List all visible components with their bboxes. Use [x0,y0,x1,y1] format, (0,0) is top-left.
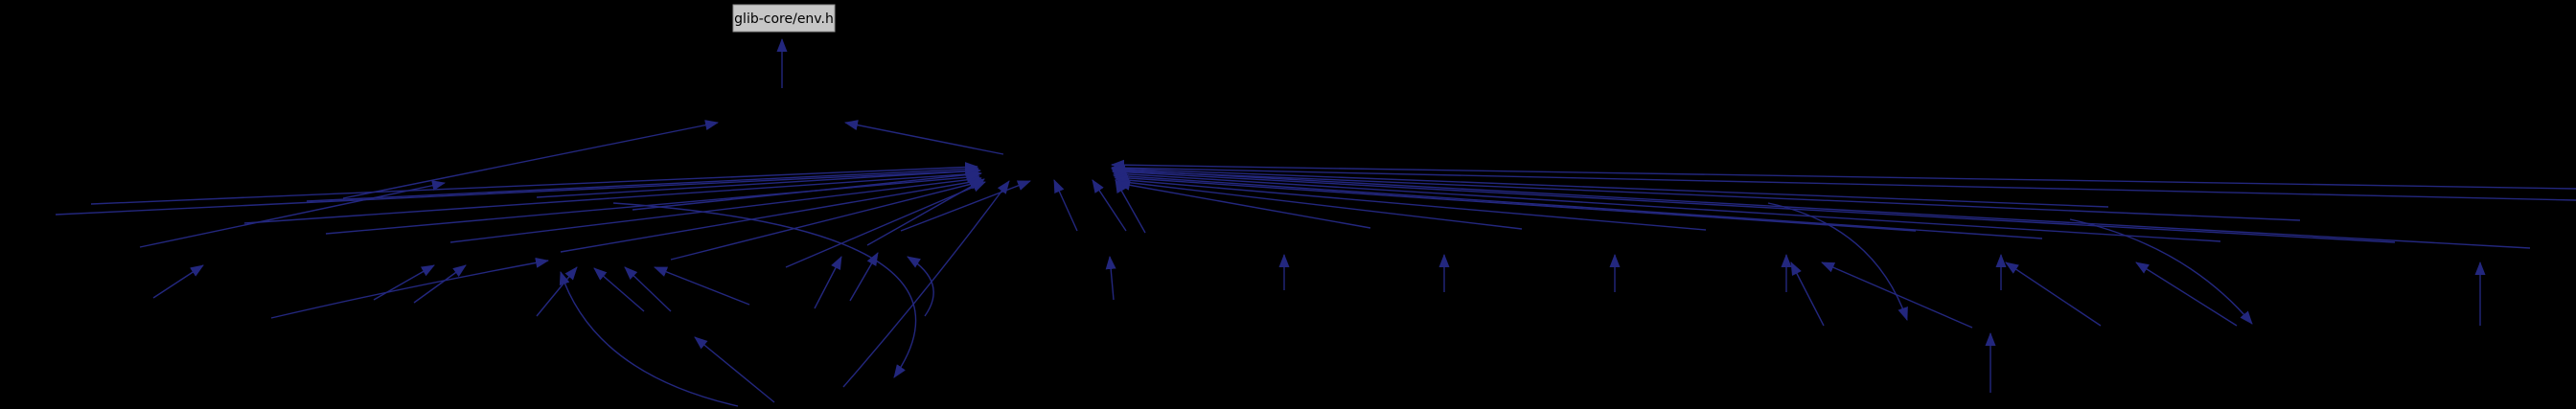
include-edge [325,171,980,235]
root-node-label: glib-core/env.h [734,11,834,27]
edge-layer [55,38,2576,407]
include-edge [1113,170,2043,239]
include-edge [559,271,739,407]
include-edge [2069,218,2253,325]
include-edge [90,162,978,205]
include-edge [654,266,750,306]
root-node[interactable]: glib-core/env.h [732,4,836,33]
include-edge [1111,159,2576,190]
include-edge [152,264,204,299]
include-edge [2135,261,2238,327]
include-edge [1111,164,2109,208]
include-edge [624,266,672,312]
include-edge [139,180,446,248]
include-edge [449,174,982,243]
include-edge [900,180,1031,232]
include-edge [785,181,986,268]
include-edge [342,120,719,199]
include-edge [1790,261,1825,327]
include-edge [814,256,842,309]
include-edge [1116,177,1523,230]
include-edge [1114,172,1917,232]
include-edge [694,336,775,403]
include-edge [55,166,978,216]
include-edge [844,120,1004,155]
include-edge [1111,162,2576,201]
include-edge [1115,174,1707,231]
include-edge [670,178,984,261]
include-edge [306,164,979,202]
include-edge [593,267,645,312]
include-edge [849,252,879,302]
include-edge [536,166,981,198]
include-edge [1113,169,2221,242]
include-edge [632,169,982,211]
include-edge [842,180,1010,388]
include-edge [866,178,985,246]
include-edge [536,266,578,317]
include-edge [1053,179,1078,232]
include-edge [907,256,934,317]
include-edge [1105,256,1116,301]
include-edge [1112,165,2531,249]
include-edge [243,169,979,224]
include-edge [1767,202,1908,321]
root-node-box[interactable] [732,4,836,33]
include-edge [413,264,467,304]
include-edge [1092,179,1127,232]
include-edge [270,257,549,319]
include-edge [1112,166,2301,221]
include-edge [2005,261,2102,327]
include-edge [1112,167,2396,243]
include-edge [1116,179,1371,229]
include-edge [560,176,983,253]
include-edge [612,202,917,378]
include-edge [1115,179,1146,234]
include-edge [373,264,435,301]
